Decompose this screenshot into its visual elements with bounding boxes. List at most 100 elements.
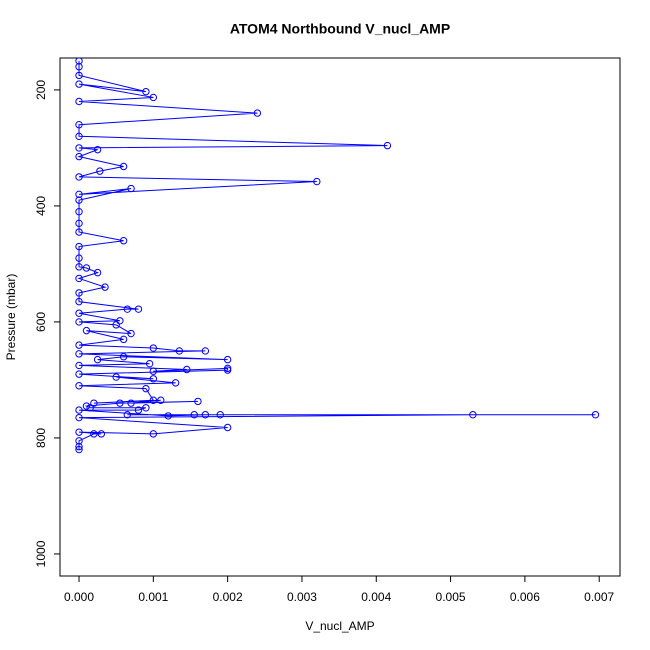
data-point (112, 373, 120, 381)
data-point (223, 366, 232, 374)
data-point (75, 144, 83, 152)
x-tick-label: 0.006 (510, 590, 540, 604)
data-point (142, 384, 150, 393)
data-point (75, 219, 83, 228)
data-point (112, 321, 120, 329)
data-point (93, 355, 102, 364)
data-point (123, 411, 132, 419)
x-tick-label: 0.005 (436, 590, 466, 604)
data-point (90, 399, 98, 407)
x-tick-label: 0.001 (138, 590, 168, 604)
x-tick-label: 0.000 (64, 590, 94, 604)
data-point (201, 347, 210, 355)
data-point (313, 177, 321, 186)
data-point (75, 196, 83, 204)
data-point (75, 132, 83, 141)
data-point (75, 297, 83, 306)
x-tick-label: 0.003 (287, 590, 317, 604)
data-point (75, 428, 83, 436)
x-tick-label: 0.004 (361, 590, 391, 604)
data-point (116, 317, 124, 325)
data-point (149, 93, 158, 102)
data-point (190, 411, 198, 419)
data-point (93, 145, 102, 154)
data-point (119, 237, 128, 245)
data-point (75, 121, 83, 129)
data-point (75, 318, 83, 326)
data-point (75, 58, 83, 65)
data-line (77, 60, 596, 450)
y-axis-label: Pressure (mbar) (4, 274, 18, 361)
data-point (119, 335, 128, 344)
data-point (75, 406, 83, 414)
x-tick-label: 0.002 (213, 590, 243, 604)
data-point (75, 242, 83, 251)
data-point (75, 361, 83, 370)
data-point (75, 445, 83, 454)
data-point (157, 396, 165, 404)
data-point (82, 264, 91, 272)
data-point (145, 359, 154, 368)
data-point (201, 411, 210, 419)
data-point (75, 254, 83, 262)
data-point (75, 370, 83, 378)
data-point (149, 430, 158, 438)
data-point (149, 344, 158, 352)
y-tick-label: 800 (34, 428, 48, 448)
data-point (75, 413, 83, 422)
data-point (127, 184, 135, 193)
data-point (82, 402, 91, 410)
data-point (75, 382, 83, 390)
x-axis-label: V_nucl_AMP (305, 619, 374, 633)
data-point (75, 63, 83, 71)
data-point (86, 404, 94, 412)
y-tick-label: 200 (34, 80, 48, 100)
data-point (75, 152, 83, 161)
data-point (75, 442, 83, 451)
data-point (97, 430, 106, 438)
data-point (75, 97, 83, 106)
data-point (75, 71, 83, 80)
data-point (164, 412, 172, 420)
data-point (149, 375, 158, 383)
data-point (93, 268, 102, 277)
data-point (253, 109, 262, 117)
data-point (591, 411, 600, 419)
data-point (142, 404, 150, 412)
data-point (149, 396, 158, 404)
data-point (469, 411, 477, 419)
data-point (127, 399, 135, 407)
y-tick-label: 400 (34, 196, 48, 216)
data-point (101, 283, 109, 291)
data-point (75, 309, 83, 317)
data-point (142, 87, 150, 96)
data-point (96, 167, 104, 175)
data-point (75, 289, 83, 297)
data-point (75, 341, 83, 349)
data-point (134, 406, 143, 414)
data-point (383, 141, 392, 150)
y-tick-label: 600 (34, 312, 48, 332)
data-point (75, 80, 83, 88)
data-point (75, 228, 83, 236)
data-point (82, 326, 91, 335)
data-point (75, 263, 83, 271)
data-point (119, 162, 128, 171)
data-point (223, 355, 232, 364)
plot-frame (59, 57, 621, 577)
data-point (116, 399, 124, 407)
data-point (171, 379, 180, 387)
data-point (223, 423, 232, 432)
data-point (75, 173, 83, 181)
data-point (127, 329, 135, 338)
data-point (75, 274, 83, 283)
data-point (119, 353, 128, 361)
data-point (123, 305, 132, 313)
data-point (75, 437, 83, 445)
data-point (175, 347, 184, 355)
data-point (183, 365, 191, 374)
data-point (90, 430, 98, 438)
data-point (216, 411, 224, 419)
